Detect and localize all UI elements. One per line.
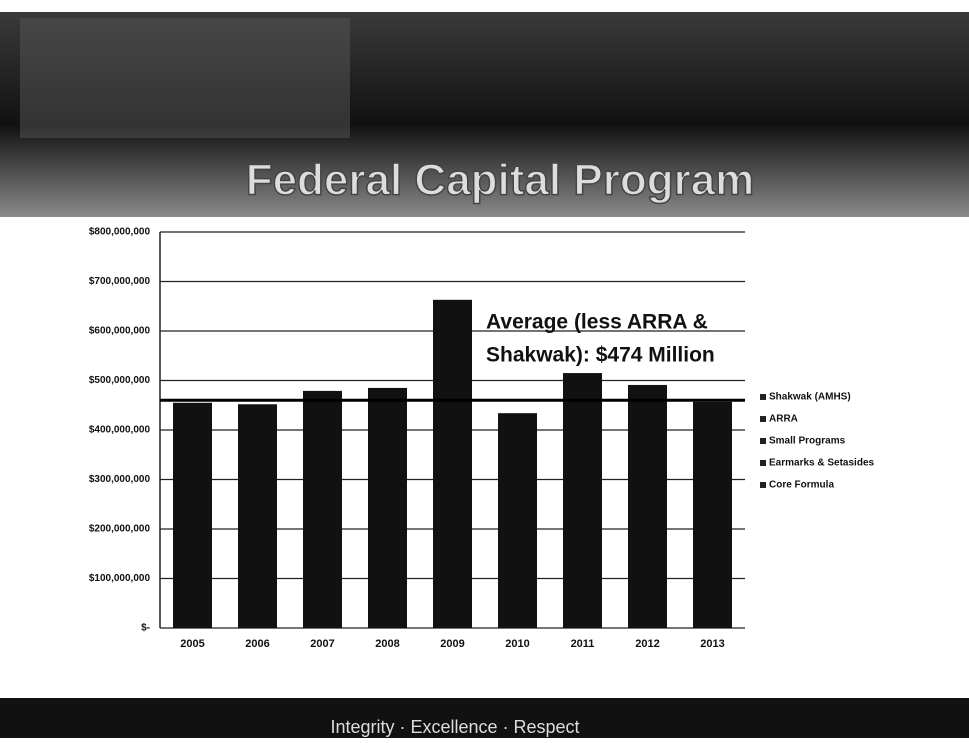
- x-tick-label: 2008: [375, 638, 399, 650]
- bar: [303, 390, 342, 628]
- bar: [173, 402, 212, 628]
- y-tick-label: $600,000,000: [89, 326, 151, 337]
- y-tick-label: $700,000,000: [89, 276, 151, 287]
- footer-bar: [0, 698, 969, 738]
- footer-text: Integrity · Excellence · Respect: [330, 717, 579, 737]
- bar: [693, 401, 732, 628]
- legend-swatch: [760, 482, 766, 488]
- legend-swatch: [760, 394, 766, 400]
- x-tick-label: 2009: [440, 638, 464, 650]
- legend-swatch: [760, 416, 766, 422]
- x-tick-label: 2005: [180, 638, 204, 650]
- y-tick-label: $-: [141, 623, 150, 634]
- y-tick-label: $500,000,000: [89, 375, 151, 386]
- slide-title: Federal Capital Program: [246, 156, 755, 205]
- annotation: Average (less ARRA &: [486, 311, 708, 334]
- legend-label: ARRA: [769, 414, 798, 425]
- legend-swatch: [760, 438, 766, 444]
- x-tick-label: 2010: [505, 638, 529, 650]
- annotation: Shakwak): $474 Million: [486, 344, 715, 367]
- bar: [628, 384, 667, 628]
- x-tick-label: 2012: [635, 638, 659, 650]
- x-tick-label: 2013: [700, 638, 724, 650]
- legend-label: Core Formula: [769, 480, 834, 491]
- x-tick-label: 2006: [245, 638, 269, 650]
- x-tick-label: 2011: [571, 638, 595, 650]
- y-tick-label: $800,000,000: [89, 227, 151, 238]
- y-tick-label: $200,000,000: [89, 524, 151, 535]
- legend-label: Shakwak (AMHS): [769, 392, 851, 403]
- y-tick-label: $300,000,000: [89, 474, 151, 485]
- bar: [433, 299, 472, 628]
- header-photo: [20, 18, 350, 138]
- y-tick-label: $400,000,000: [89, 425, 151, 436]
- legend-swatch: [760, 460, 766, 466]
- bar: [238, 404, 277, 628]
- legend-label: Small Programs: [769, 436, 846, 447]
- bar: [498, 413, 537, 628]
- bar: [368, 387, 407, 628]
- y-tick-label: $100,000,000: [89, 573, 151, 584]
- x-tick-label: 2007: [310, 638, 334, 650]
- bar: [563, 373, 602, 628]
- legend-label: Earmarks & Setasides: [769, 458, 875, 469]
- chart: $- $100,000,000 $200,000,000 $300,000,000 $4…: [89, 227, 875, 650]
